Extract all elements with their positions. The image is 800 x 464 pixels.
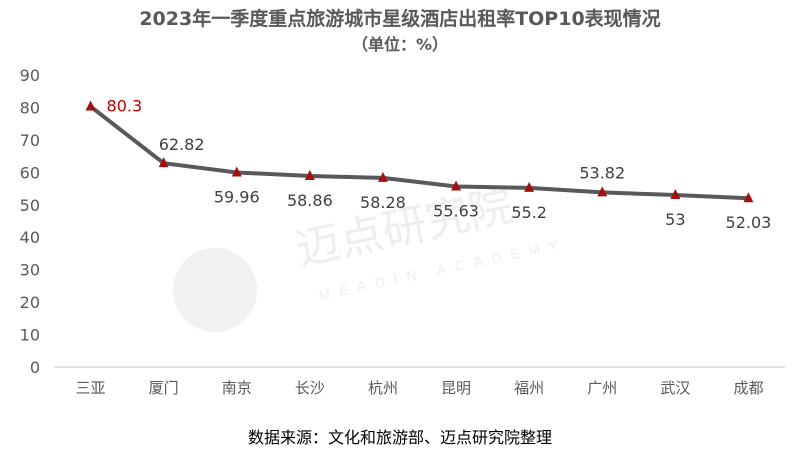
data-point-marker	[451, 180, 462, 191]
x-tick-label: 长沙	[295, 379, 325, 397]
y-tick-label: 90	[20, 66, 40, 85]
data-point-marker	[670, 189, 681, 200]
data-point-marker	[743, 192, 754, 203]
data-point-marker	[158, 157, 169, 168]
y-tick-label: 10	[20, 326, 40, 345]
data-label: 52.03	[726, 213, 772, 232]
series-line	[89, 104, 749, 201]
x-tick-label: 成都	[733, 379, 763, 397]
y-tick-label: 50	[20, 196, 40, 215]
x-tick-label: 南京	[222, 379, 252, 397]
data-label: 53.82	[579, 163, 625, 182]
y-tick-label: 60	[20, 163, 40, 182]
data-label: 55.2	[511, 203, 547, 222]
x-tick-label: 杭州	[368, 379, 398, 397]
chart-subtitle: （单位：%）	[351, 35, 449, 54]
y-tick-label: 40	[20, 228, 40, 247]
data-point-marker	[304, 170, 315, 181]
data-label: 58.28	[360, 193, 406, 212]
data-label: 59.96	[214, 187, 260, 206]
data-point-marker	[377, 171, 388, 182]
data-point-marker	[524, 181, 535, 192]
x-tick-label: 广州	[587, 379, 617, 397]
data-label: 62.82	[159, 135, 205, 154]
data-label: 80.3	[107, 96, 143, 115]
x-tick-label: 昆明	[441, 379, 471, 397]
data-label: 55.63	[433, 202, 479, 221]
x-tick-label: 三亚	[76, 379, 106, 397]
data-label: 58.86	[287, 191, 333, 210]
data-label: 53	[665, 210, 685, 229]
x-tick-label: 福州	[514, 379, 544, 397]
x-tick-label: 武汉	[660, 379, 690, 397]
source-note: 数据来源：文化和旅游部、迈点研究院整理	[247, 428, 552, 447]
chart-title: 2023年一季度重点旅游城市星级酒店出租率TOP10表现情况	[139, 8, 661, 30]
y-tick-label: 80	[20, 98, 40, 117]
data-point-marker	[231, 166, 242, 177]
y-tick-label: 70	[20, 131, 40, 150]
x-tick-label: 厦门	[149, 379, 179, 397]
data-point-marker	[85, 100, 96, 111]
y-tick-label: 30	[20, 261, 40, 280]
data-point-marker	[597, 186, 608, 197]
y-tick-label: 0	[30, 358, 40, 377]
y-tick-label: 20	[20, 293, 40, 312]
